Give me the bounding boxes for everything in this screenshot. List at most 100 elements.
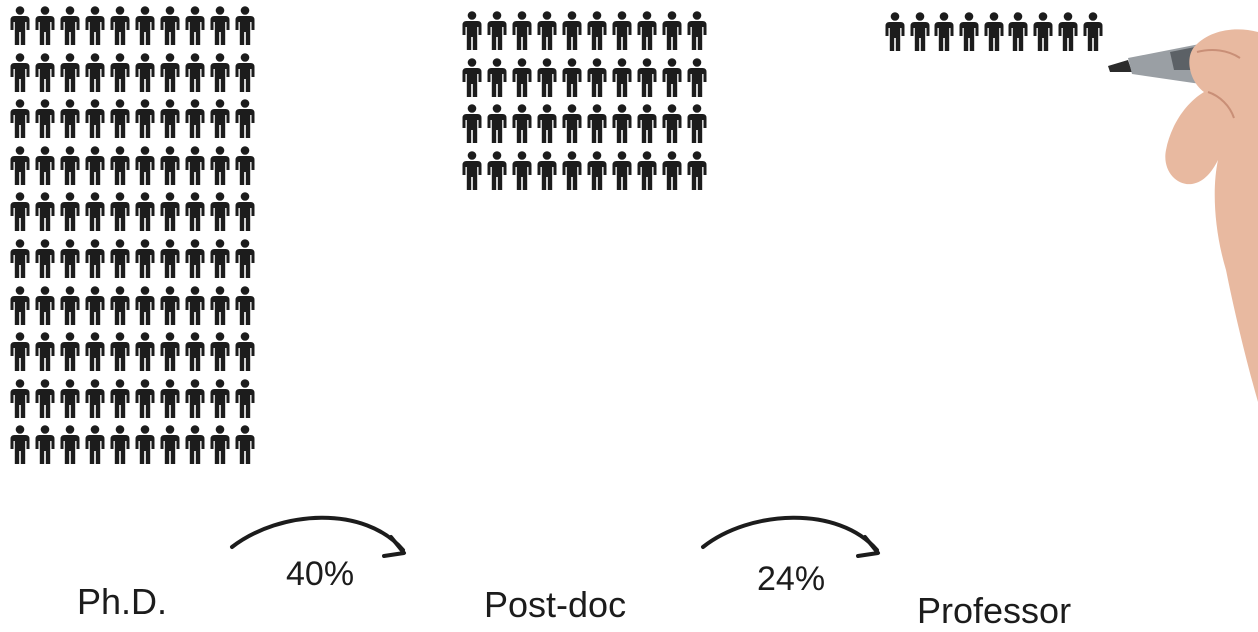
person-icon [487, 150, 507, 190]
person-icon [60, 239, 80, 278]
person-icon [462, 104, 482, 143]
person-icon [462, 57, 482, 97]
person-icon [135, 239, 155, 278]
person-icon [35, 378, 55, 418]
person-icon [662, 11, 682, 50]
person-icon [160, 145, 180, 185]
professor-people-grid [885, 12, 1107, 58]
person-icon [910, 12, 930, 51]
person-icon [210, 192, 230, 232]
person-icon [185, 145, 205, 185]
arrowhead-icon [382, 535, 406, 558]
person-icon [160, 6, 180, 45]
person-icon [60, 99, 80, 139]
person-icon [110, 99, 130, 139]
person-icon [612, 150, 632, 190]
person-icon [35, 52, 55, 92]
person-icon [662, 104, 682, 143]
person-icon [637, 104, 657, 143]
hand-holding-marker [1108, 29, 1258, 402]
person-icon [85, 52, 105, 92]
phd-to-postdoc-rate: 40% [286, 555, 355, 593]
person-icon [85, 239, 105, 278]
postdoc-to-professor-rate: 24% [757, 560, 826, 598]
person-icon [60, 285, 80, 325]
person-icon [185, 425, 205, 465]
person-icon [959, 12, 979, 51]
person-icon [35, 239, 55, 278]
person-icon [185, 52, 205, 92]
person-icon [10, 99, 30, 139]
phd-people-grid [10, 6, 260, 472]
person-icon [235, 239, 255, 278]
person-icon [235, 378, 255, 418]
person-icon [210, 332, 230, 372]
person-icon [60, 332, 80, 372]
person-icon [35, 332, 55, 372]
person-icon [537, 11, 557, 50]
person-icon [10, 378, 30, 418]
person-icon [110, 239, 130, 278]
person-icon [10, 425, 30, 465]
arrowhead-icon [856, 535, 880, 558]
person-icon [160, 285, 180, 325]
person-icon [60, 192, 80, 232]
person-icon [60, 6, 80, 45]
person-icon [637, 57, 657, 97]
person-icon [135, 6, 155, 45]
person-icon [85, 285, 105, 325]
person-icon [1033, 12, 1053, 51]
person-icon [210, 145, 230, 185]
person-icon [235, 52, 255, 92]
person-icon [110, 378, 130, 418]
person-icon [612, 104, 632, 143]
person-icon [160, 192, 180, 232]
phd-label: Ph.D. [77, 581, 168, 622]
person-icon [160, 52, 180, 92]
person-icon [85, 6, 105, 45]
person-icon [135, 99, 155, 139]
person-icon [562, 104, 582, 143]
person-icon [612, 11, 632, 50]
person-icon [10, 145, 30, 185]
person-icon [185, 6, 205, 45]
person-icon [135, 285, 155, 325]
person-icon [85, 425, 105, 465]
person-icon [637, 150, 657, 190]
person-icon [512, 11, 532, 50]
person-icon [934, 12, 954, 51]
person-icon [687, 57, 707, 97]
person-icon [662, 150, 682, 190]
person-icon [210, 239, 230, 278]
person-icon [537, 150, 557, 190]
person-icon [85, 145, 105, 185]
person-icon [512, 150, 532, 190]
person-icon [210, 99, 230, 139]
person-icon [512, 104, 532, 143]
person-icon [885, 12, 905, 51]
person-icon [10, 332, 30, 372]
person-icon [60, 145, 80, 185]
person-icon [85, 332, 105, 372]
person-icon [984, 12, 1004, 51]
person-icon [687, 150, 707, 190]
person-icon [235, 285, 255, 325]
professor-label: Professor [917, 590, 1072, 631]
person-icon [110, 6, 130, 45]
person-icon [235, 6, 255, 45]
person-icon [10, 192, 30, 232]
person-icon [135, 192, 155, 232]
person-icon [235, 332, 255, 372]
person-icon [210, 378, 230, 418]
person-icon [185, 285, 205, 325]
person-icon [462, 150, 482, 190]
person-icon [10, 239, 30, 278]
person-icon [10, 52, 30, 92]
person-icon [60, 425, 80, 465]
person-icon [110, 332, 130, 372]
person-icon [662, 57, 682, 97]
person-icon [210, 425, 230, 465]
curved-arrow-icon [230, 515, 405, 552]
person-icon [1008, 12, 1028, 51]
